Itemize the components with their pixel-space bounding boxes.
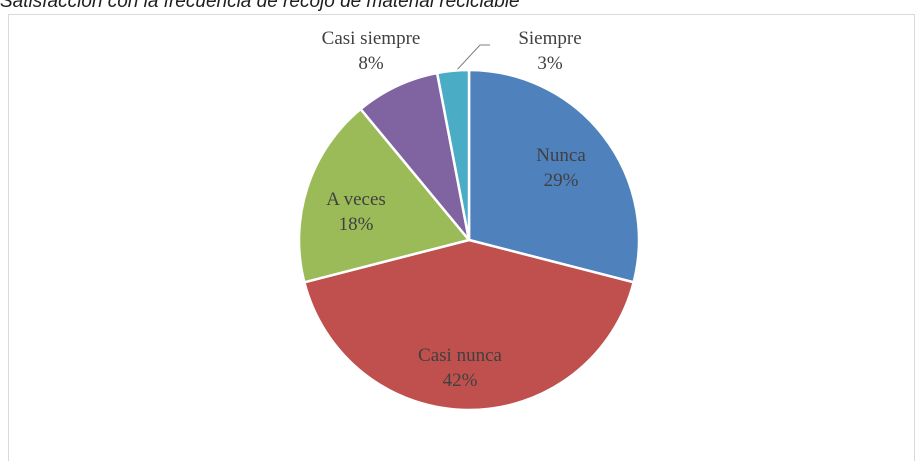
chart-title: Satisfacción con la frecuencia de recojo…: [0, 0, 520, 12]
slice-value: 8%: [358, 53, 384, 74]
slice-value: 18%: [339, 214, 374, 235]
slice-label: Siempre: [518, 28, 581, 49]
slice-label: A veces: [326, 189, 386, 210]
slice-label: Casi siempre: [322, 28, 421, 49]
slice-value: 3%: [537, 53, 563, 74]
slice-label: Nunca: [536, 145, 586, 166]
pie-slice: [302, 238, 636, 412]
slice-label: Casi nunca: [418, 345, 502, 366]
leader-line: [454, 44, 490, 73]
slice-value: 29%: [544, 170, 579, 191]
pie-slice: [467, 68, 641, 284]
pie-slice: [297, 107, 472, 284]
pie-slice: [435, 68, 471, 241]
slice-value: 42%: [443, 370, 478, 391]
